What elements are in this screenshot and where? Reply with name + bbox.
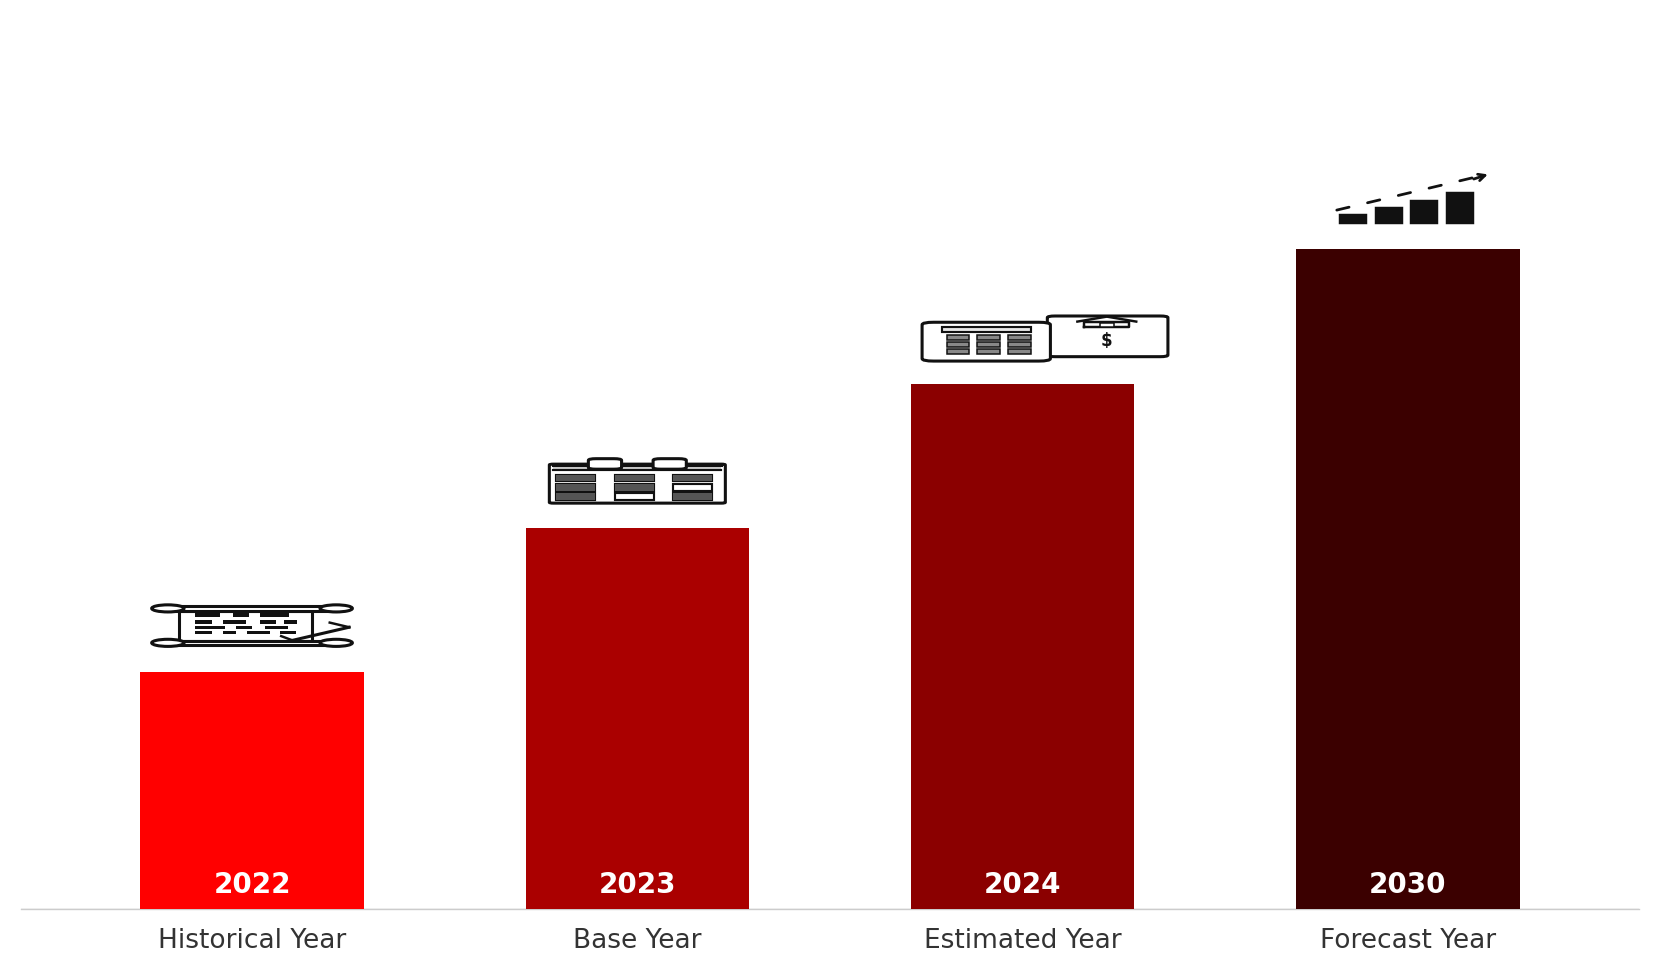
Bar bbox=[614, 485, 654, 490]
FancyBboxPatch shape bbox=[1047, 316, 1169, 357]
Bar bbox=[556, 475, 596, 482]
Text: $: $ bbox=[1101, 332, 1112, 350]
Circle shape bbox=[320, 604, 352, 612]
Bar bbox=[222, 620, 246, 624]
Bar bbox=[196, 631, 211, 634]
Bar bbox=[196, 626, 224, 629]
Bar bbox=[946, 342, 969, 347]
Bar bbox=[261, 613, 289, 616]
Bar bbox=[179, 610, 312, 641]
Bar bbox=[1008, 334, 1031, 339]
Bar bbox=[1008, 349, 1031, 354]
Text: 2022: 2022 bbox=[212, 871, 290, 899]
Bar bbox=[672, 493, 712, 500]
Bar bbox=[261, 620, 276, 624]
Bar bbox=[946, 349, 969, 354]
Bar bbox=[222, 631, 236, 634]
Bar bbox=[196, 620, 211, 624]
Bar bbox=[556, 485, 596, 490]
Text: 2024: 2024 bbox=[984, 871, 1061, 899]
FancyBboxPatch shape bbox=[588, 458, 621, 469]
Bar bbox=[1296, 250, 1519, 909]
Bar bbox=[284, 620, 297, 624]
Circle shape bbox=[320, 640, 352, 646]
Bar bbox=[672, 475, 712, 482]
Bar bbox=[614, 475, 654, 482]
Bar bbox=[978, 334, 999, 339]
Bar bbox=[672, 493, 712, 500]
FancyBboxPatch shape bbox=[549, 464, 725, 503]
Bar bbox=[672, 475, 712, 482]
Circle shape bbox=[151, 640, 184, 646]
Bar bbox=[526, 528, 749, 909]
Bar bbox=[941, 327, 1031, 332]
Bar bbox=[946, 334, 969, 339]
Bar bbox=[556, 493, 596, 500]
Text: 2023: 2023 bbox=[599, 871, 676, 899]
Bar bbox=[672, 485, 712, 490]
Bar bbox=[614, 485, 654, 490]
Bar bbox=[556, 493, 596, 500]
Bar bbox=[556, 475, 596, 482]
Bar bbox=[236, 626, 252, 629]
Bar bbox=[266, 626, 287, 629]
Bar bbox=[911, 384, 1134, 909]
Bar bbox=[1101, 323, 1114, 327]
Bar bbox=[1448, 193, 1472, 223]
Bar bbox=[553, 465, 722, 470]
Bar bbox=[556, 485, 596, 490]
FancyBboxPatch shape bbox=[921, 323, 1051, 361]
Bar bbox=[1340, 215, 1366, 223]
Bar bbox=[168, 641, 337, 645]
Bar bbox=[614, 493, 654, 500]
Bar bbox=[232, 613, 249, 616]
Circle shape bbox=[151, 604, 184, 612]
Bar bbox=[1411, 201, 1438, 223]
Bar bbox=[1008, 342, 1031, 347]
Bar bbox=[614, 475, 654, 482]
Bar bbox=[247, 631, 271, 634]
Bar bbox=[978, 349, 999, 354]
Bar bbox=[168, 606, 337, 610]
Bar bbox=[279, 631, 295, 634]
FancyBboxPatch shape bbox=[652, 458, 686, 469]
Bar bbox=[141, 672, 364, 909]
Bar bbox=[978, 342, 999, 347]
Bar bbox=[1376, 209, 1401, 223]
Bar bbox=[196, 613, 219, 616]
Text: 2030: 2030 bbox=[1370, 871, 1448, 899]
